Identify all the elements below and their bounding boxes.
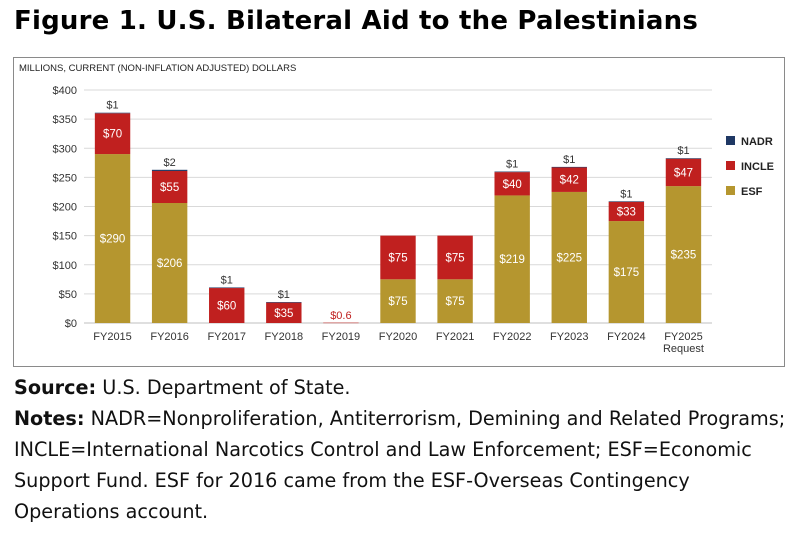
stacked-bar-chart: MILLIONS, CURRENT (NON-INFLATION ADJUSTE… [19,63,774,355]
y-tick-label: $300 [53,143,77,155]
x-tick-label: FY2022 [493,331,532,343]
y-axis-title: MILLIONS, CURRENT (NON-INFLATION ADJUSTE… [19,63,296,74]
bar-esf [94,154,131,323]
data-label-nadr: $1 [106,100,118,112]
y-tick-label: $0 [65,318,77,330]
bar-incle [266,302,302,323]
data-label-incle: $0.6 [330,310,351,322]
data-label-incle: $55 [160,182,179,194]
x-tick-label: FY2020 [379,331,418,343]
x-tick-label: FY2019 [322,331,361,343]
y-tick-label: $200 [53,202,77,214]
data-label-incle: $33 [617,206,636,218]
data-label-incle: $47 [674,167,693,179]
data-label-incle: $40 [503,179,522,191]
data-label-incle: $75 [445,252,464,264]
y-tick-label: $400 [53,85,77,97]
legend-label-esf: ESF [741,186,763,198]
legend-swatch-nadr [726,136,735,145]
legend-swatch-incle [726,161,735,170]
y-tick-label: $250 [53,172,77,184]
y-tick-label: $350 [53,114,77,126]
data-label-esf: $219 [499,254,525,266]
legend-label-incle: INCLE [741,161,774,173]
bar-incle [151,170,188,204]
y-tick-label: $150 [53,231,77,243]
data-label-nadr: $1 [278,289,290,301]
data-label-nadr: $1 [563,154,575,166]
x-tick-label: FY2015 [93,331,132,343]
data-label-esf: $175 [614,267,640,279]
bar-incle [665,158,702,187]
bar-nadr [266,302,302,303]
data-label-esf: $235 [671,250,697,262]
data-label-esf: $225 [556,252,582,264]
source-line: Source: U.S. Department of State. [14,372,794,403]
x-tick-label: FY2021 [436,331,475,343]
x-tick-label: FY2025 [664,331,703,343]
data-label-nadr: $1 [677,145,689,157]
notes-text: NADR=Nonproliferation, Antiterrorism, De… [14,407,786,523]
notes-label: Notes: [14,407,85,430]
data-label-nadr: $2 [164,157,176,169]
x-tick-label: FY2018 [265,331,304,343]
bar-nadr [551,166,587,168]
bar-incle [551,167,587,192]
bar-nadr [494,171,530,173]
bar-nadr [665,158,702,159]
bar-nadr [151,169,188,171]
source-text: U.S. Department of State. [102,376,351,399]
x-tick-label: Request [663,343,704,355]
bar-esf [551,191,587,323]
data-label-nadr: $1 [506,159,518,171]
data-label-incle: $35 [274,308,293,320]
data-label-esf: $206 [157,258,183,270]
bar-esf [437,279,473,323]
source-label: Source: [14,376,97,399]
data-label-esf: $75 [388,296,407,308]
y-tick-label: $50 [59,289,77,301]
x-tick-label: FY2017 [207,331,246,343]
bar-esf [665,186,702,323]
data-label-esf: $75 [445,296,464,308]
bar-incle [209,288,245,323]
bar-incle [437,235,473,280]
x-tick-label: FY2016 [150,331,189,343]
bar-esf [494,195,530,323]
bar-nadr [209,287,245,289]
chart-frame: MILLIONS, CURRENT (NON-INFLATION ADJUSTE… [13,57,785,367]
data-label-nadr: $1 [221,274,233,286]
legend-swatch-esf [726,186,735,195]
y-tick-label: $100 [53,260,77,272]
bar-incle [323,322,359,324]
bar-incle [94,113,131,155]
bar-incle [608,201,645,222]
data-label-incle: $60 [217,301,236,313]
data-label-incle: $42 [560,175,579,187]
bar-nadr [94,112,131,114]
bar-incle [494,172,530,196]
bar-incle [380,235,416,280]
x-tick-label: FY2023 [550,331,589,343]
bar-esf [151,203,188,323]
figure-notes: Source: U.S. Department of State. Notes:… [14,372,794,527]
figure-title: Figure 1. U.S. Bilateral Aid to the Pale… [14,6,699,36]
x-tick-label: FY2024 [607,331,646,343]
data-label-incle: $70 [103,129,122,141]
data-label-nadr: $1 [620,188,632,200]
bar-esf [380,279,416,323]
data-label-esf: $290 [100,234,126,246]
notes-line: Notes: NADR=Nonproliferation, Antiterror… [14,403,794,527]
legend-label-nadr: NADR [741,136,773,148]
bar-nadr [608,201,645,202]
data-label-incle: $75 [388,252,407,264]
bar-esf [608,221,645,323]
